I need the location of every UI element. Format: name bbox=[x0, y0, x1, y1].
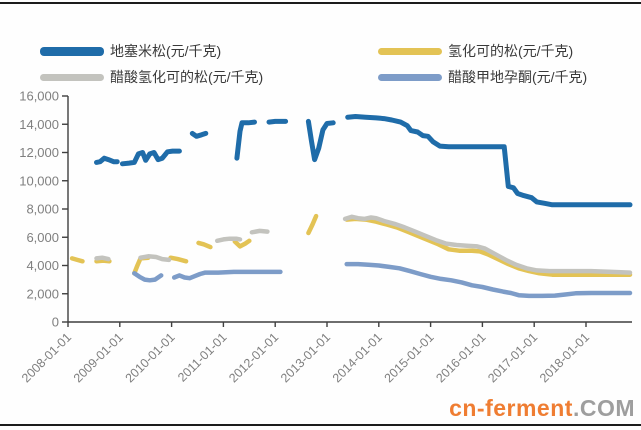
series-line-0 bbox=[94, 155, 120, 165]
y-tick-label: 8,000 bbox=[26, 202, 59, 217]
series-line-0 bbox=[189, 130, 209, 139]
x-tick-label: 2014-01-01 bbox=[330, 330, 385, 385]
y-tick-label: 4,000 bbox=[26, 258, 59, 273]
x-tick-label: 2018-01-01 bbox=[537, 330, 592, 385]
top-divider bbox=[0, 2, 641, 4]
legend-swatch-megestrol-acetate bbox=[378, 73, 442, 81]
legend-swatch-hydrocortisone-acetate bbox=[40, 73, 104, 81]
x-tick-label: 2008-01-01 bbox=[19, 330, 74, 385]
y-tick-label: 14,000 bbox=[19, 117, 59, 132]
series-line-0 bbox=[234, 119, 257, 161]
y-tick-label: 0 bbox=[52, 315, 59, 330]
bottom-divider bbox=[0, 424, 641, 426]
series-line-2 bbox=[94, 255, 111, 262]
chart-legend: 地塞米松(元/千克) 氢化可的松(元/千克) 醋酸氢化可的松(元/千克) 醋酸甲… bbox=[40, 38, 620, 90]
series-line-1 bbox=[132, 255, 151, 276]
x-tick-label: 2011-01-01 bbox=[175, 330, 229, 384]
x-tick-label: 2010-01-01 bbox=[123, 330, 178, 385]
watermark: cn-ferment.COM bbox=[449, 395, 635, 422]
series-line-0 bbox=[345, 114, 633, 208]
y-tick-label: 6,000 bbox=[26, 230, 59, 245]
series-line-0 bbox=[119, 148, 182, 167]
series-line-3 bbox=[132, 271, 164, 283]
y-tick-label: 10,000 bbox=[19, 173, 59, 188]
legend-label: 地塞米松(元/千克) bbox=[110, 43, 222, 59]
legend-label: 醋酸氢化可的松(元/千克) bbox=[110, 69, 264, 85]
x-tick-label: 2017-01-01 bbox=[485, 330, 540, 385]
x-tick-label: 2012-01-01 bbox=[226, 330, 281, 385]
watermark-suffix: .COM bbox=[572, 395, 635, 421]
legend-label: 醋酸甲地孕酮(元/千克) bbox=[448, 69, 588, 85]
series-line-0 bbox=[266, 118, 289, 125]
legend-swatch-dexamethasone bbox=[40, 46, 104, 56]
legend-swatch-hydrocortisone bbox=[378, 47, 442, 55]
legend-label: 氢化可的松(元/千克) bbox=[448, 43, 574, 59]
x-tick-label: 2009-01-01 bbox=[71, 330, 126, 385]
series-line-1 bbox=[196, 240, 213, 250]
y-tick-label: 2,000 bbox=[26, 286, 59, 301]
series-line-0 bbox=[305, 118, 336, 163]
legend-item-megestrol-acetate: 醋酸甲地孕酮(元/千克) bbox=[378, 64, 620, 90]
legend-item-hydrocortisone-acetate: 醋酸氢化可的松(元/千克) bbox=[40, 64, 378, 90]
x-tick-label: 2015-01-01 bbox=[382, 330, 437, 385]
series-line-3 bbox=[171, 269, 283, 281]
series-line-2 bbox=[138, 254, 172, 263]
x-tick-label: 2016-01-01 bbox=[433, 330, 488, 385]
series-line-1 bbox=[344, 216, 633, 277]
series-line-2 bbox=[214, 236, 243, 244]
series-line-1 bbox=[168, 255, 189, 264]
series-line-1 bbox=[232, 238, 252, 249]
watermark-brand: cn-ferment bbox=[449, 395, 573, 421]
y-tick-label: 16,000 bbox=[19, 89, 59, 104]
series-line-3 bbox=[344, 261, 633, 299]
series-line-2 bbox=[342, 214, 633, 275]
y-tick-label: 12,000 bbox=[19, 145, 59, 160]
x-tick-label: 2013-01-01 bbox=[278, 330, 333, 385]
series-line-1 bbox=[306, 213, 319, 236]
legend-item-dexamethasone: 地塞米松(元/千克) bbox=[40, 38, 378, 64]
series-line-2 bbox=[249, 228, 270, 235]
series-line-1 bbox=[69, 256, 85, 264]
legend-item-hydrocortisone: 氢化可的松(元/千克) bbox=[378, 38, 620, 64]
